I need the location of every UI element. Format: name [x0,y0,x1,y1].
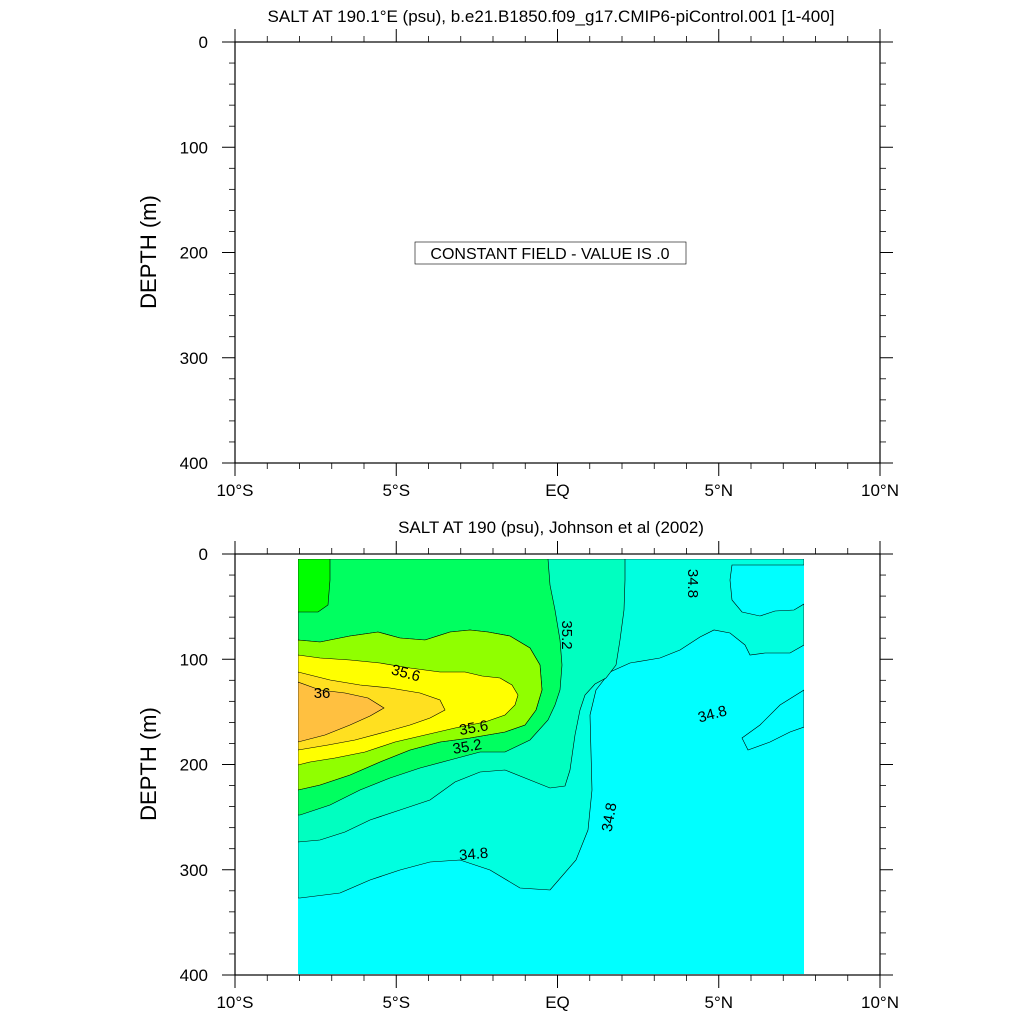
bottom-x-tick-label: 10°S [216,993,253,1012]
bottom-y-tick-label: 100 [180,650,208,669]
top-y-tick-label: 400 [180,454,208,473]
top-y-tick-label: 100 [180,138,208,157]
top-y-tick-labels: 0 100 200 300 400 [180,33,208,473]
contour-label: 34.8 [696,702,729,726]
contour-label: 34.8 [684,569,701,598]
bottom-y-tick-label: 200 [180,756,208,775]
top-y-tick-label: 300 [180,349,208,368]
bottom-y-tick-labels: 0 100 200 300 400 [180,545,208,985]
top-x-tick-label: EQ [545,481,570,500]
bottom-x-tick-labels: 10°S 5°S EQ 5°N 10°N [216,993,899,1012]
fill-above-36.2 [298,681,385,743]
contour-label: 35.6 [389,661,422,685]
top-tick-marks [222,29,893,476]
contour-label: 34.8 [458,845,489,864]
top-y-axis-label: DEPTH (m) [136,195,161,309]
bottom-x-tick-label: 10°N [861,993,899,1012]
bottom-tick-marks [222,541,893,988]
contour-label: 35.6 [458,717,490,739]
bottom-x-tick-label: EQ [545,993,570,1012]
top-x-tick-label: 5°N [704,481,733,500]
contour-label: 35.2 [558,620,575,649]
bottom-y-tick-label: 300 [180,861,208,880]
bottom-y-tick-label: 400 [180,966,208,985]
bottom-x-tick-label: 5°N [704,993,733,1012]
bottom-y-tick-label: 0 [199,545,208,564]
salinity-contour-fill [298,559,804,974]
top-y-tick-label: 0 [199,33,208,52]
top-x-tick-labels: 10°S 5°S EQ 5°N 10°N [216,481,899,500]
top-panel: SALT AT 190.1°E (psu), b.e21.B1850.f09_g… [136,7,899,500]
top-y-tick-label: 200 [180,244,208,263]
bottom-y-axis-label: DEPTH (m) [136,707,161,821]
top-x-tick-label: 10°N [861,481,899,500]
constant-field-note: CONSTANT FIELD - VALUE IS .0 [430,246,669,263]
contour-label: 36 [314,685,331,702]
fill-34.6-pocket [741,689,804,751]
bottom-x-tick-label: 5°S [382,993,410,1012]
bottom-chart-title: SALT AT 190 (psu), Johnson et al (2002) [398,518,704,537]
contour-label: 34.8 [599,801,621,833]
bottom-panel: SALT AT 190 (psu), Johnson et al (2002) … [136,518,899,1012]
top-chart-title: SALT AT 190.1°E (psu), b.e21.B1850.f09_g… [268,7,835,26]
top-x-tick-label: 5°S [382,481,410,500]
constant-field-box [414,241,687,265]
top-x-tick-label: 10°S [216,481,253,500]
contour-label: 35.2 [451,736,483,758]
